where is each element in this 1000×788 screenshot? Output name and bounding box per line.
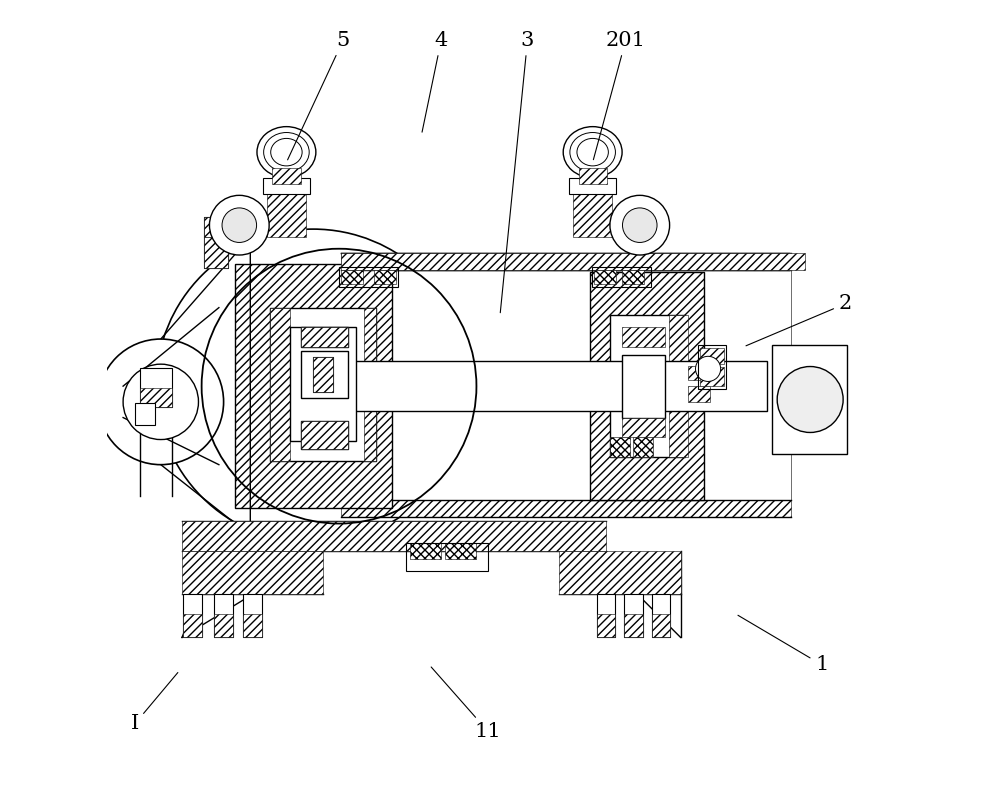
Bar	[270, 307, 376, 461]
Bar	[597, 594, 615, 637]
Circle shape	[123, 364, 198, 440]
Circle shape	[98, 339, 224, 465]
Bar	[622, 418, 665, 437]
Bar	[313, 357, 333, 392]
Bar	[243, 594, 262, 637]
Text: 2: 2	[746, 294, 852, 346]
Bar	[445, 543, 476, 559]
Bar	[272, 168, 301, 184]
Bar	[290, 327, 356, 441]
Bar	[301, 422, 348, 449]
Bar	[182, 551, 323, 594]
Bar	[301, 327, 348, 347]
Ellipse shape	[271, 139, 302, 166]
Text: 4: 4	[422, 32, 448, 132]
Bar	[183, 594, 202, 637]
Bar	[652, 614, 670, 637]
Bar	[313, 357, 333, 392]
Bar	[590, 273, 704, 500]
Bar	[243, 614, 262, 637]
Ellipse shape	[264, 132, 309, 172]
Bar	[410, 543, 441, 559]
Bar	[301, 351, 348, 398]
Bar	[624, 594, 643, 637]
Bar	[688, 366, 710, 380]
Bar	[590, 273, 704, 500]
Bar	[235, 265, 392, 507]
Circle shape	[696, 356, 721, 381]
Bar	[339, 267, 398, 287]
Text: 5: 5	[288, 32, 350, 160]
Bar	[624, 614, 643, 637]
Circle shape	[610, 195, 670, 255]
Bar	[374, 270, 396, 284]
Ellipse shape	[257, 127, 316, 177]
Bar	[204, 237, 228, 269]
Circle shape	[156, 229, 470, 543]
Bar	[669, 315, 688, 457]
Bar	[204, 217, 228, 237]
Bar	[135, 403, 155, 426]
Bar	[569, 178, 616, 194]
Bar	[688, 386, 710, 402]
Bar	[270, 307, 290, 461]
Bar	[204, 237, 228, 269]
Circle shape	[622, 208, 657, 243]
Bar	[592, 267, 651, 287]
Bar	[341, 253, 791, 270]
Bar	[573, 190, 612, 237]
Bar	[652, 594, 670, 637]
Bar	[610, 437, 630, 457]
Text: 1: 1	[738, 615, 829, 675]
Bar	[772, 345, 847, 454]
Text: 11: 11	[431, 667, 502, 742]
Ellipse shape	[563, 127, 622, 177]
Bar	[622, 355, 665, 418]
Bar	[700, 366, 724, 386]
Bar	[267, 190, 306, 237]
Bar	[140, 368, 172, 407]
Bar	[301, 422, 348, 449]
Bar	[559, 551, 681, 594]
Text: 201: 201	[593, 32, 646, 160]
Circle shape	[222, 208, 257, 243]
Circle shape	[209, 195, 269, 255]
Bar	[140, 388, 172, 407]
Bar	[214, 614, 233, 637]
Text: I: I	[131, 672, 178, 734]
Bar	[343, 361, 767, 411]
Bar	[183, 614, 202, 637]
Bar	[594, 270, 616, 284]
Ellipse shape	[570, 132, 615, 172]
Bar	[597, 614, 615, 637]
Bar	[341, 500, 791, 517]
Bar	[622, 327, 665, 347]
Bar	[633, 437, 653, 457]
Bar	[341, 270, 363, 284]
Bar	[341, 270, 791, 500]
Bar	[698, 345, 726, 388]
Bar	[263, 178, 310, 194]
Bar	[204, 217, 228, 237]
Bar	[301, 327, 348, 347]
Bar	[364, 307, 376, 461]
Bar	[341, 253, 805, 270]
Bar	[182, 521, 606, 551]
Circle shape	[777, 366, 843, 433]
Bar	[214, 594, 233, 637]
Bar	[700, 348, 724, 364]
Ellipse shape	[577, 139, 608, 166]
Bar	[610, 315, 685, 457]
Text: 3: 3	[500, 32, 534, 313]
Bar	[235, 265, 392, 507]
Bar	[579, 168, 607, 184]
Bar	[622, 270, 644, 284]
Bar	[406, 543, 488, 571]
